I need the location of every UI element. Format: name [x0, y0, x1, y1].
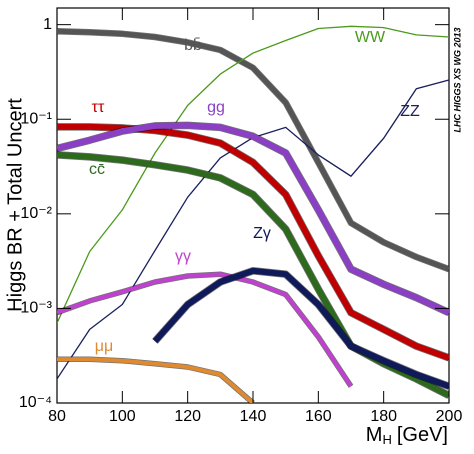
series-label: gg — [207, 99, 225, 116]
y-tick-label: 10⁻³ — [20, 300, 52, 317]
series-label: μμ — [95, 338, 113, 355]
series-label: ZZ — [400, 103, 420, 120]
series-label: WW — [355, 29, 386, 46]
series-band-edge — [57, 356, 255, 403]
y-tick-label: 10⁻¹ — [20, 110, 52, 127]
y-axis-label: Higgs BR + Total Uncert — [4, 98, 26, 312]
series-line — [57, 122, 449, 316]
x-label-sub: H — [382, 432, 391, 447]
series-layer — [57, 25, 449, 403]
series-label: ττ — [92, 99, 105, 116]
x-label-main: M — [366, 424, 383, 446]
series-label: γγ — [175, 248, 191, 265]
x-tick-label: 180 — [370, 408, 397, 425]
y-tick-label: 10⁻⁴ — [19, 394, 52, 411]
x-label-unit: [GeV] — [397, 424, 448, 446]
series-label: cc̄ — [89, 161, 105, 178]
y-tick-label: 10⁻² — [20, 205, 52, 222]
series-line — [57, 28, 449, 272]
x-tick-label: 100 — [109, 408, 136, 425]
x-tick-label: 140 — [240, 408, 267, 425]
x-tick-label: 160 — [305, 408, 332, 425]
series-line — [57, 357, 255, 403]
series-line — [318, 79, 449, 177]
x-axis-label: MH [GeV] — [366, 424, 448, 447]
annotation: LHC HIGGS XS WG 2013 — [452, 27, 462, 132]
series-label: bb̄ — [184, 37, 202, 54]
x-tick-label: 120 — [174, 408, 201, 425]
series-line — [57, 25, 449, 324]
series-line — [57, 272, 353, 388]
y-tick-label: 1 — [43, 16, 52, 33]
x-tick-label: 80 — [48, 408, 66, 425]
series-line — [152, 267, 449, 390]
x-tick-label: 200 — [436, 408, 463, 425]
series-label: Zγ — [253, 225, 271, 242]
